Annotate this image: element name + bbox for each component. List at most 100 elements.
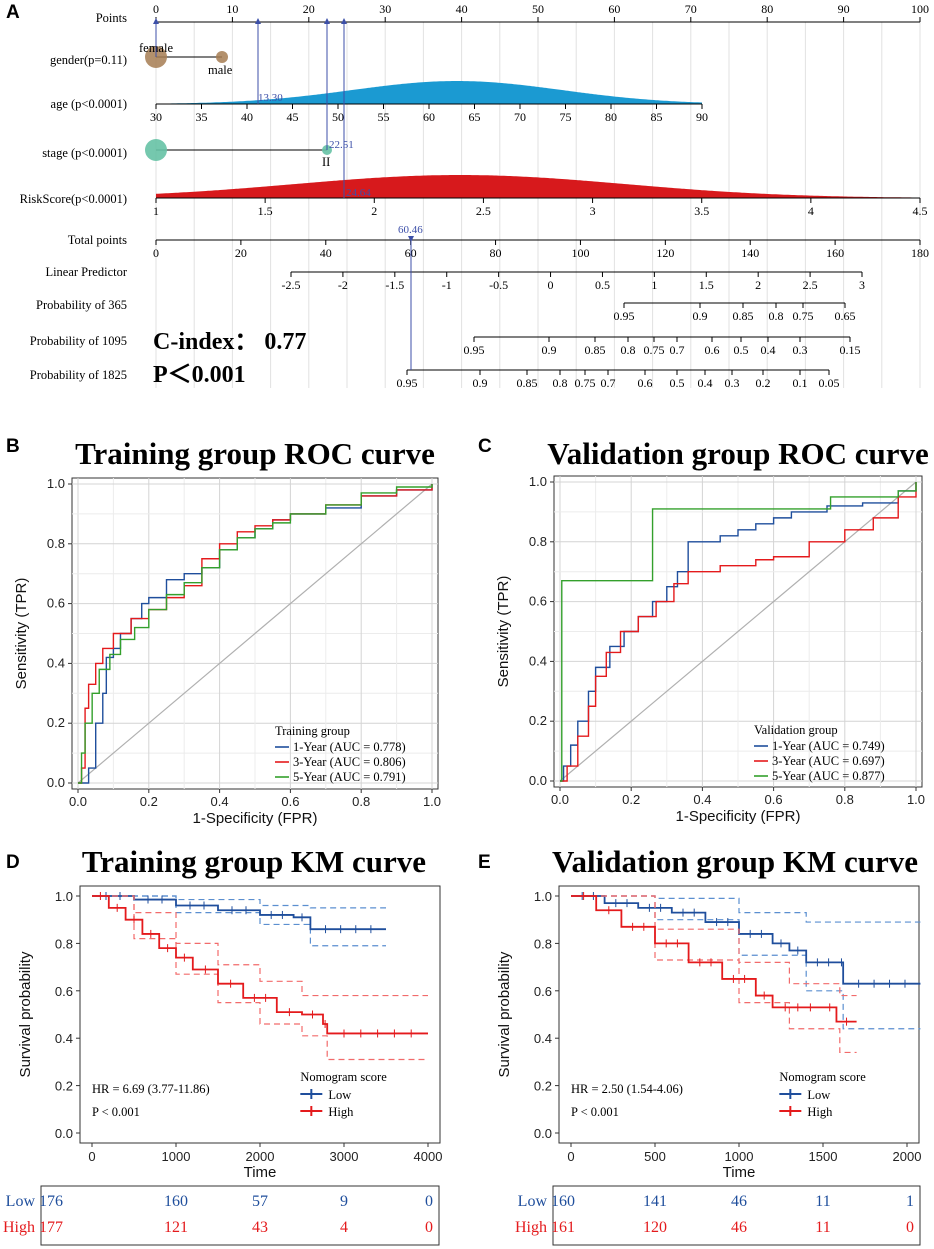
linear-predictor-tick-label: 1.5	[699, 278, 714, 292]
row-label-riskscore: RiskScore(p<0.0001)	[20, 192, 127, 206]
x-tick-label: 0.4	[693, 792, 711, 807]
points-ticks: 0 10 20 30 40 50 60 70 80 90 100	[153, 2, 929, 22]
km-valid-plot: 0 500 1000 1500 2000 0.0 0.2 0.4 0.6 0.8 1.0 Time Su…	[496, 885, 921, 1246]
linear-predictor-tick-label: -2.5	[282, 278, 301, 292]
points-tick-label: 100	[911, 2, 929, 16]
legend-entry: Low	[328, 1088, 351, 1102]
legend-entry: 1-Year (AUC = 0.749)	[772, 739, 885, 753]
x-tick-label: 1500	[809, 1149, 838, 1164]
projection-lines	[155, 22, 412, 370]
legend-entry: High	[328, 1105, 354, 1119]
prob-1825-tick-label: 0.75	[575, 376, 596, 390]
total-points-tick-label: 0	[153, 246, 159, 260]
legend-entry: 3-Year (AUC = 0.806)	[293, 755, 406, 769]
prob-1095-tick-label: 0.95	[464, 343, 485, 357]
linear-predictor-tick-label: 0.5	[595, 278, 610, 292]
y-tick-label: 0.2	[55, 1079, 73, 1094]
prob-365-tick-label: 0.85	[733, 309, 754, 323]
prob-365-tick-label: 0.95	[614, 309, 635, 323]
prob-1825-tick-label: 0.2	[756, 376, 771, 390]
total-points-tick-label: 160	[826, 246, 844, 260]
points-tick-label: 90	[838, 2, 850, 16]
y-tick-label: 1.0	[47, 476, 65, 491]
y-axis-label: Survival probability	[17, 951, 34, 1077]
prob-1825-tick-label: 0.8	[553, 376, 568, 390]
y-tick-label: 0.6	[529, 594, 547, 609]
y-tick-label: 1.0	[55, 889, 73, 904]
x-tick-label: 0.4	[211, 794, 229, 809]
marker-gender	[153, 18, 159, 24]
x-tick-label: 3000	[330, 1149, 359, 1164]
x-tick-label: 500	[644, 1149, 666, 1164]
riskscore-tick-label: 1	[153, 204, 159, 218]
risk-count: 161	[551, 1219, 575, 1236]
risk-count: 4	[340, 1219, 348, 1236]
y-tick-label: 0.2	[47, 715, 65, 730]
x-tick-label: 0.0	[551, 792, 569, 807]
p-value: P < 0.001	[92, 1105, 140, 1119]
legend-title: Nomogram score	[779, 1070, 866, 1084]
ci-lower-low	[92, 895, 386, 947]
y-tick-label: 0.2	[534, 1079, 552, 1094]
legend-entry: 3-Year (AUC = 0.697)	[772, 754, 885, 768]
legend-title: Validation group	[754, 723, 838, 737]
x-axis-label: Time	[723, 1164, 756, 1181]
age-tick-label: 50	[332, 110, 344, 124]
row-label-age: age (p<0.0001)	[51, 97, 127, 111]
age-tick-label: 85	[651, 110, 663, 124]
prob-1825-tick-label: 0.9	[473, 376, 488, 390]
y-tick-label: 0.4	[534, 1031, 552, 1046]
linear-predictor-ticks: -2.5 -2 -1.5 -1 -0.5 0 0.5 1 1.5 2 2.5 3	[282, 272, 865, 292]
age-tick-label: 90	[696, 110, 708, 124]
km-valid-title: Validation group KM curve	[552, 844, 918, 879]
panel-label-b: B	[6, 436, 20, 457]
y-tick-label: 0.2	[529, 713, 547, 728]
marker-age	[255, 18, 261, 24]
ci-lower-high	[92, 895, 428, 1061]
y-axis-label: Sensitivity (TPR)	[13, 578, 30, 690]
reference-diagonal	[559, 481, 917, 782]
total-points-tick-label: 80	[490, 246, 502, 260]
roc-series-2	[560, 482, 917, 782]
age-tick-label: 45	[287, 110, 299, 124]
prob-365-ticks: 0.95 0.9 0.85 0.8 0.75 0.65	[614, 303, 856, 323]
prob-1095-tick-label: 0.7	[670, 343, 685, 357]
total-points-tick-label: 40	[320, 246, 332, 260]
roc-valid-title: Validation group ROC curve	[547, 436, 929, 471]
risk-count: 57	[252, 1193, 268, 1210]
age-tick-label: 40	[241, 110, 253, 124]
prob-1825-tick-label: 0.95	[397, 376, 418, 390]
prob-1095-tick-label: 0.5	[734, 343, 749, 357]
prob-1095-tick-label: 0.4	[761, 343, 776, 357]
annot-total: 60.46	[398, 224, 423, 236]
prob-1825-tick-label: 0.85	[517, 376, 538, 390]
prob-1825-tick-label: 0.7	[601, 376, 616, 390]
x-tick-label: 4000	[414, 1149, 443, 1164]
y-tick-label: 0.6	[47, 596, 65, 611]
x-axis-label: 1-Specificity (FPR)	[675, 808, 800, 825]
x-tick-label: 1.0	[423, 794, 441, 809]
c-index-text: C-index： 0.77	[153, 329, 306, 355]
linear-predictor-tick-label: -1	[442, 278, 452, 292]
age-tick-label: 65	[469, 110, 481, 124]
risk-count: 141	[643, 1193, 667, 1210]
x-tick-label: 0.0	[69, 794, 87, 809]
points-tick-label: 70	[685, 2, 697, 16]
panel-label-a: A	[6, 2, 20, 23]
x-axis-label: 1-Specificity (FPR)	[192, 810, 317, 827]
total-points-tick-label: 120	[656, 246, 674, 260]
riskscore-tick-label: 1.5	[258, 204, 273, 218]
age-tick-label: 35	[196, 110, 208, 124]
row-label-prob-1825: Probability of 1825	[30, 368, 127, 382]
prob-1095-tick-label: 0.75	[644, 343, 665, 357]
risk-count: 46	[731, 1193, 747, 1210]
risk-count: 0	[906, 1219, 914, 1236]
risk-count: 121	[164, 1219, 188, 1236]
points-tick-label: 60	[608, 2, 620, 16]
prob-1095-tick-label: 0.15	[840, 343, 861, 357]
points-tick-label: 20	[303, 2, 315, 16]
y-tick-label: 0.4	[55, 1031, 73, 1046]
p-value-text: P＜0.001	[153, 362, 246, 388]
panel-label-e: E	[478, 852, 491, 873]
